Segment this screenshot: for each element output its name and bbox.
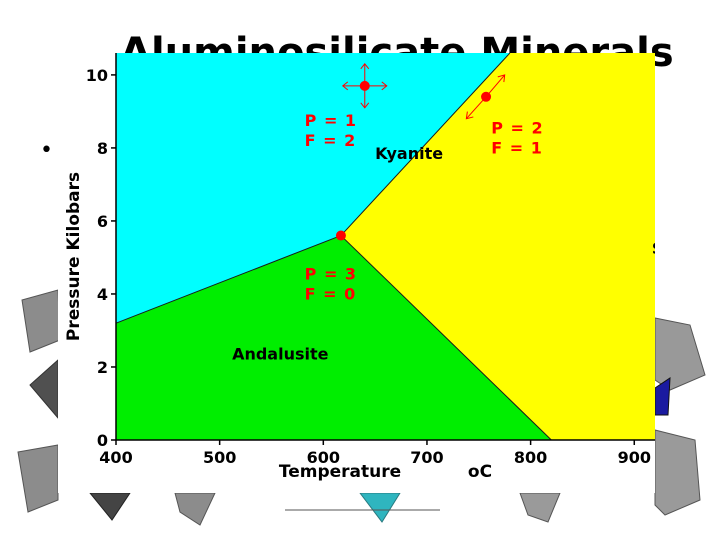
phase-point-1 <box>359 80 370 91</box>
decor-polyhedron <box>654 429 701 516</box>
freedom-arrowhead <box>381 81 388 91</box>
boundary-kyanite-sillimanite <box>340 53 511 236</box>
phase-point-3 <box>335 230 346 241</box>
x-tick-label: 600 <box>307 448 340 467</box>
x-tick-label: 800 <box>514 448 547 467</box>
x-axis-unit: oC <box>468 462 492 482</box>
x-tick-label: 500 <box>203 448 236 467</box>
region-label-kyanite: Kyanite <box>375 144 443 163</box>
point-annotation: F = 0 <box>305 284 357 303</box>
decor-polyhedron <box>654 377 671 416</box>
boundary-andalusite-sillimanite <box>340 235 552 441</box>
region-andalusite <box>116 235 552 440</box>
boundary-kyanite-andalusite <box>115 235 342 324</box>
y-axis-title: Pressure Kilobars <box>64 172 84 341</box>
region-label-andalusite: Andalusite <box>232 345 329 364</box>
point-annotation: F = 2 <box>305 131 357 150</box>
x-axis-title: Temperature <box>279 462 401 482</box>
y-tick-label: 0 <box>97 431 108 450</box>
region-sillimanite <box>340 53 655 440</box>
x-tick-label: 900 <box>618 448 651 467</box>
decor-polyhedron <box>17 444 59 513</box>
point-annotation: P = 2 <box>491 118 543 137</box>
decor-polyhedron <box>29 358 59 420</box>
freedom-arrowhead <box>341 81 349 91</box>
region-kyanite <box>116 53 510 324</box>
decor-polyhedron <box>174 492 216 526</box>
decor-polyhedron <box>654 317 706 391</box>
freedom-arrowhead <box>360 102 370 109</box>
boundary-arrowhead <box>497 74 506 83</box>
y-tick-label: 10 <box>86 66 108 85</box>
phase-diagram-panel: Kyanite Sillimanite Andalusite 0 2 4 6 8 10 400 50… <box>58 53 655 493</box>
point-annotation: P = 1 <box>305 111 357 130</box>
phase-diagram-chart: Kyanite Sillimanite Andalusite 0 2 4 6 8 10 400 50… <box>64 53 655 482</box>
freedom-arrowhead <box>360 63 370 70</box>
phase-point-2 <box>481 91 492 102</box>
x-tick-label: 700 <box>410 448 443 467</box>
region-label-sillimanite: Sillimanite <box>652 239 655 258</box>
x-tick-label: 400 <box>99 448 132 467</box>
decor-polyhedron <box>88 492 131 521</box>
boundary-arrowhead <box>465 111 474 120</box>
point-annotation: F = 1 <box>491 138 543 157</box>
y-tick-label: 6 <box>97 212 108 231</box>
y-tick-label: 4 <box>97 285 108 304</box>
decor-polyhedron <box>21 289 61 353</box>
decor-polyhedron <box>519 492 561 523</box>
y-tick-label: 2 <box>97 358 108 377</box>
decor-polyhedron <box>358 492 401 523</box>
bullet-marker: • <box>40 138 53 163</box>
y-tick-label: 8 <box>97 139 108 158</box>
point-annotation: P = 3 <box>305 264 357 283</box>
